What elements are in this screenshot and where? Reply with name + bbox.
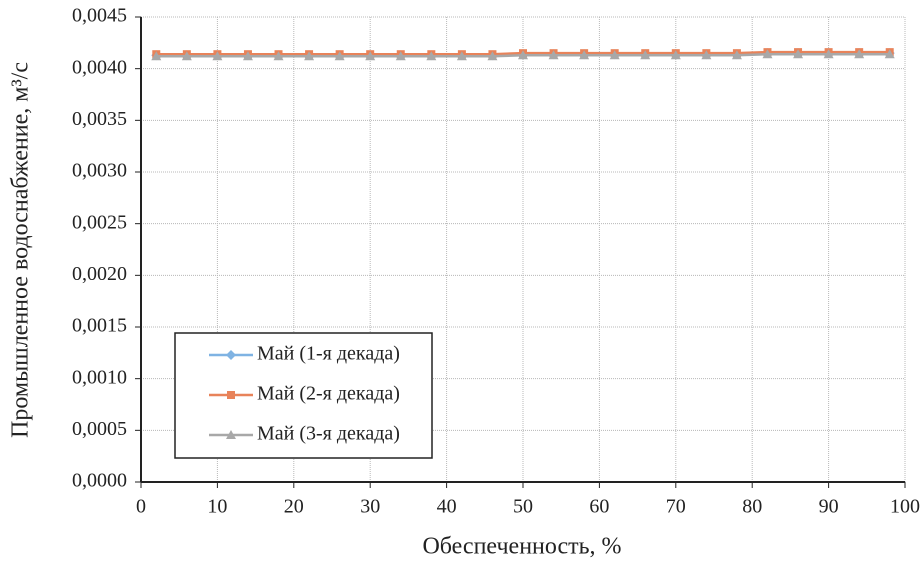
marker <box>548 50 559 60</box>
y-axis-label: Промышленное водоснабжение, м³/с <box>8 62 34 438</box>
y-tick-label: 0,0030 <box>72 160 127 182</box>
marker <box>456 51 467 61</box>
marker <box>670 50 681 60</box>
y-tick-label: 0,0045 <box>72 5 127 27</box>
y-tick-label: 0,0000 <box>72 470 127 492</box>
x-tick-label: 100 <box>890 496 920 518</box>
x-tick-label: 10 <box>207 496 227 518</box>
marker <box>487 51 498 61</box>
marker <box>227 391 235 399</box>
marker <box>226 350 236 360</box>
y-tick-label: 0,0010 <box>72 366 127 388</box>
marker <box>151 51 162 61</box>
y-tick-label: 0,0005 <box>72 418 127 440</box>
marker <box>226 430 236 439</box>
x-tick-label: 80 <box>742 496 762 518</box>
marker <box>731 50 742 60</box>
marker <box>518 50 528 60</box>
marker <box>823 49 834 59</box>
marker <box>701 50 712 60</box>
marker <box>793 49 804 59</box>
marker <box>273 51 284 61</box>
x-tick-label: 90 <box>819 496 839 518</box>
y-tick-label: 0,0015 <box>72 315 127 337</box>
marker <box>854 49 865 59</box>
marker <box>609 50 620 60</box>
marker <box>884 49 895 59</box>
y-tick-label: 0,0035 <box>72 108 127 130</box>
x-tick-label: 0 <box>136 496 146 518</box>
marker <box>242 51 253 61</box>
marker <box>579 50 590 60</box>
y-tick-label: 0,0025 <box>72 211 127 233</box>
y-tick-label: 0,0020 <box>72 263 127 285</box>
x-tick-label: 60 <box>589 496 609 518</box>
marker <box>640 50 651 60</box>
legend-label: Май (1-я декада) <box>257 343 400 365</box>
marker <box>395 51 406 61</box>
marker <box>334 51 345 61</box>
x-tick-label: 30 <box>360 496 380 518</box>
legend-label: Май (3-я декада) <box>257 423 400 445</box>
x-tick-label: 50 <box>513 496 533 518</box>
marker <box>181 51 192 61</box>
legend-label: Май (2-я декада) <box>257 383 400 405</box>
x-tick-label: 20 <box>284 496 304 518</box>
y-tick-label: 0,0040 <box>72 56 127 78</box>
marker <box>762 49 773 59</box>
marker <box>365 51 376 61</box>
marker <box>426 51 437 61</box>
marker <box>212 51 223 61</box>
x-tick-label: 40 <box>437 496 457 518</box>
x-tick-label: 70 <box>666 496 686 518</box>
x-axis-label: Обеспеченность, % <box>422 534 621 560</box>
marker <box>304 51 315 61</box>
